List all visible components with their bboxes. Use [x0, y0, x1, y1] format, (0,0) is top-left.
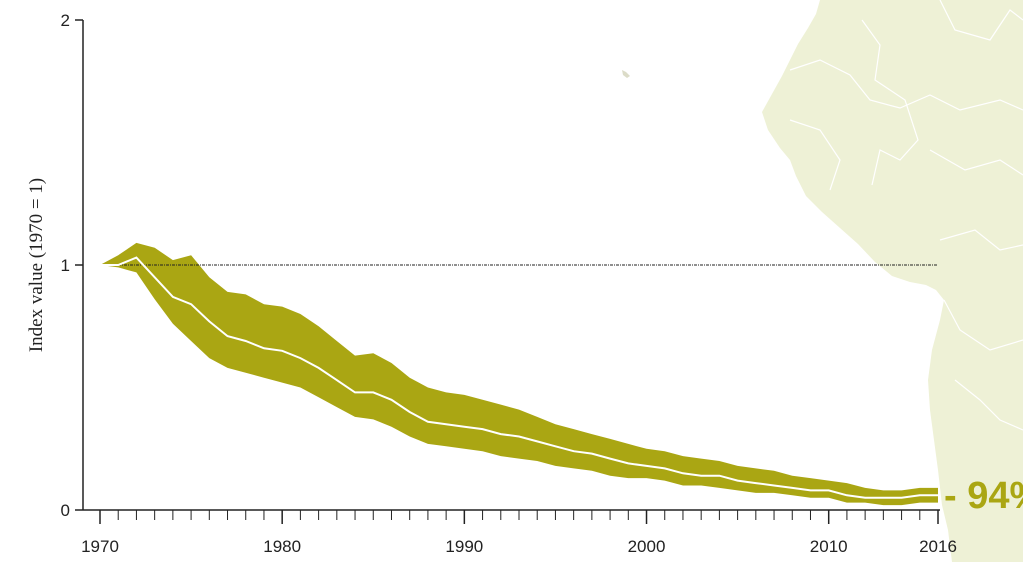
y-tick-labels: 0 1 2 [61, 11, 70, 520]
map-border [929, 149, 1023, 176]
x-tick-label: 2016 [919, 537, 957, 556]
map-border [943, 299, 1023, 351]
x-tick-label: 1970 [81, 537, 119, 556]
decline-annotation: - 94% [944, 475, 1023, 517]
y-tick-label: 2 [61, 11, 70, 30]
y-tick-label: 0 [61, 501, 70, 520]
x-tick-label: 2010 [810, 537, 848, 556]
y-axis-title: Index value (1970 = 1) [26, 178, 47, 352]
x-tick-label: 2000 [628, 537, 666, 556]
map-island [622, 70, 630, 78]
map-border [939, 0, 1023, 41]
confidence-band [100, 242, 938, 506]
y-tick-label: 1 [61, 256, 70, 275]
map-border [789, 59, 1023, 111]
map-border [789, 119, 841, 191]
x-ticks [99, 510, 939, 524]
x-tick-labels: 1970 1980 1990 2000 2010 2016 [81, 537, 957, 556]
map-background [622, 0, 1023, 562]
x-tick-label: 1990 [445, 537, 483, 556]
y-ticks [75, 19, 83, 511]
index-line [100, 256, 938, 499]
x-tick-label: 1980 [263, 537, 301, 556]
map-border [861, 19, 919, 186]
map-border [954, 379, 1023, 431]
map-border [939, 229, 1023, 251]
